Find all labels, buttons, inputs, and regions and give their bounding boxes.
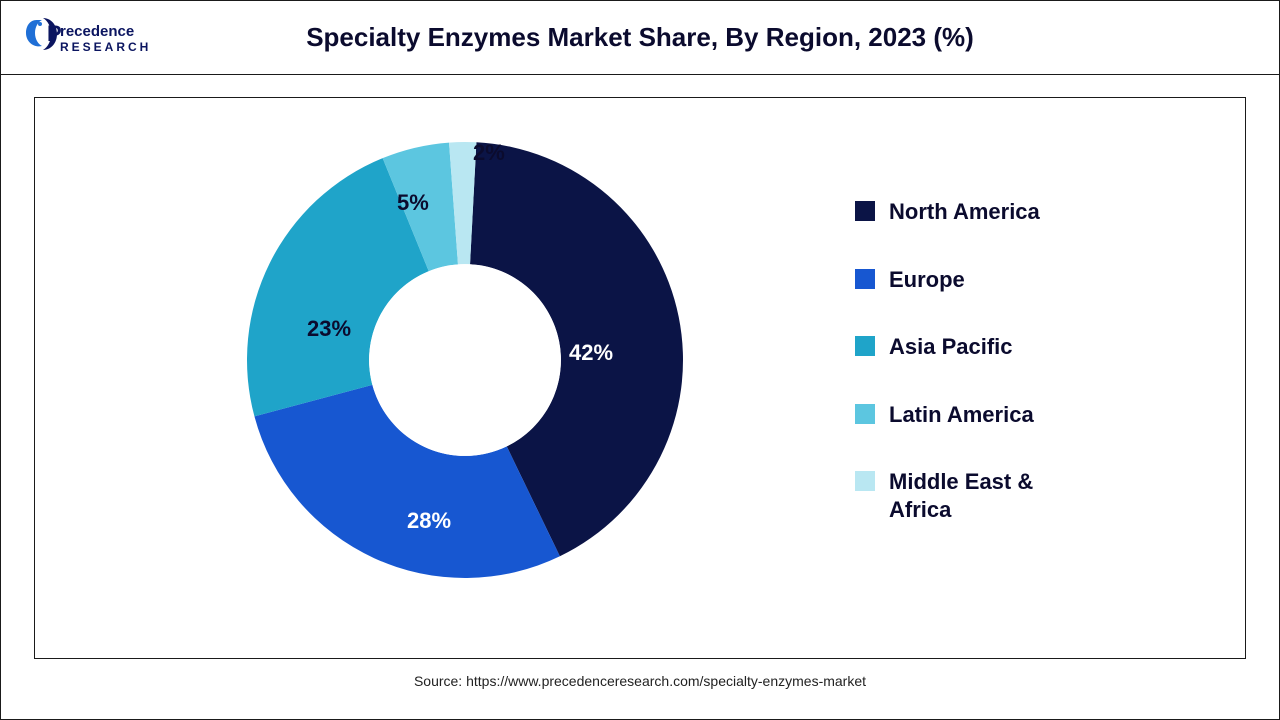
body-area: 42% 28% 23% 5% 2% North America Europe Asia Pa… <box>1 75 1279 719</box>
source-prefix: Source: <box>414 673 466 689</box>
header-bar: recedence RESEARCH P Specialty Enzymes M… <box>1 1 1279 75</box>
slice-value-label: 2% <box>473 140 505 166</box>
svg-text:recedence: recedence <box>60 23 134 40</box>
brand-logo: recedence RESEARCH P <box>25 15 195 61</box>
legend-label: Middle East & Africa <box>889 468 1089 523</box>
slice-value-label: 23% <box>307 316 351 342</box>
legend-swatch <box>855 336 875 356</box>
legend-label: Asia Pacific <box>889 333 1013 361</box>
donut-chart: 42% 28% 23% 5% 2% <box>241 136 689 584</box>
svg-text:P: P <box>47 21 62 46</box>
outer-frame: recedence RESEARCH P Specialty Enzymes M… <box>0 0 1280 720</box>
slice-value-label: 28% <box>407 508 451 534</box>
legend-item: Asia Pacific <box>855 333 1089 361</box>
donut-hole <box>369 264 561 456</box>
legend-swatch <box>855 269 875 289</box>
legend-swatch <box>855 471 875 491</box>
precedence-logo-icon: recedence RESEARCH P <box>25 15 195 61</box>
source-url: https://www.precedenceresearch.com/speci… <box>466 673 866 689</box>
legend-label: Europe <box>889 266 965 294</box>
legend-swatch <box>855 201 875 221</box>
slice-value-label: 42% <box>569 340 613 366</box>
svg-text:RESEARCH: RESEARCH <box>60 40 151 54</box>
legend-item: Europe <box>855 266 1089 294</box>
legend-label: North America <box>889 198 1040 226</box>
chart-frame: 42% 28% 23% 5% 2% North America Europe Asia Pa… <box>34 97 1246 659</box>
donut-svg <box>241 136 689 584</box>
legend-label: Latin America <box>889 401 1034 429</box>
legend-item: Latin America <box>855 401 1089 429</box>
legend: North America Europe Asia Pacific Latin Ame… <box>855 198 1089 523</box>
legend-swatch <box>855 404 875 424</box>
legend-item: North America <box>855 198 1089 226</box>
source-line: Source: https://www.precedenceresearch.c… <box>414 673 866 689</box>
legend-item: Middle East & Africa <box>855 468 1089 523</box>
slice-value-label: 5% <box>397 190 429 216</box>
